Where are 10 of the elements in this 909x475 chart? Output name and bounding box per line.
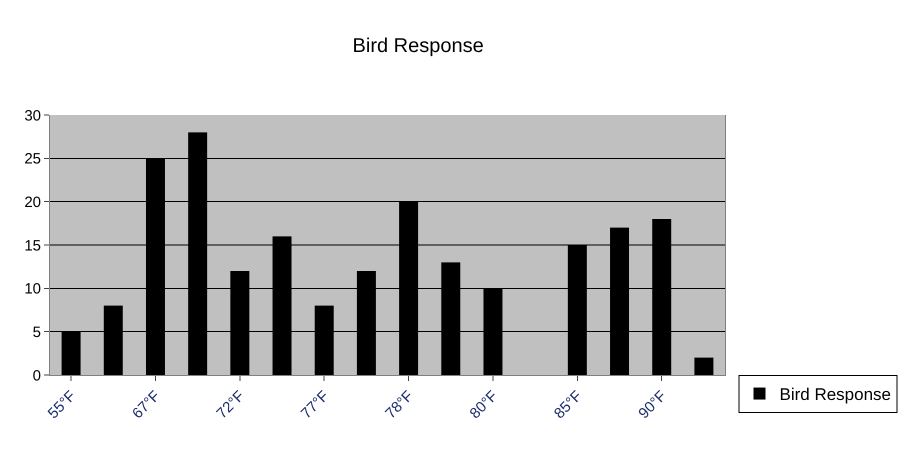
y-tick-label: 10: [24, 280, 41, 298]
legend-label: Bird Response: [780, 385, 892, 404]
bar: [694, 358, 714, 375]
chart-title: Bird Response: [352, 35, 484, 57]
y-tick-label: 30: [24, 107, 41, 124]
y-tick-label: 20: [24, 194, 41, 211]
y-tick-label: 25: [24, 150, 41, 168]
y-tick-label: 5: [32, 324, 41, 341]
y-tick-label: 0: [32, 367, 41, 384]
y-tick-label: 15: [24, 237, 41, 254]
